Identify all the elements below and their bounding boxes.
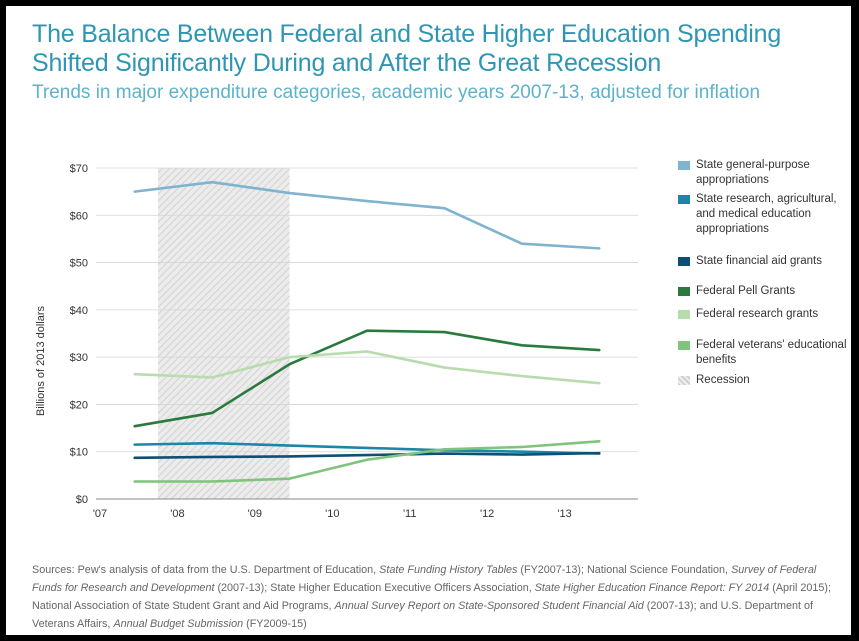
sources-text: Sources: Pew's analysis of data from the…: [32, 564, 380, 576]
legend-swatch: [678, 341, 690, 350]
y-axis-label: Billions of 2013 dollars: [35, 305, 47, 416]
sources-title: State Funding History Tables: [379, 564, 518, 576]
legend-label: State financial aid grants: [696, 255, 822, 267]
sources-text: (2007-13); and U.S. Department of Vetera…: [32, 600, 814, 630]
sources-text: (April 2015); National Association of St…: [32, 582, 832, 612]
legend-swatch: [678, 195, 690, 204]
line-chart: $0 $10 $20 $30 $40 $50 $60 $70 '07 '08 '09 '10 '11 '…: [35, 163, 638, 520]
chart-subtitle: Trends in major expenditure categories, …: [32, 82, 761, 103]
legend-label: Recession: [696, 374, 750, 386]
recession-band: [157, 168, 290, 499]
x-tick-label: '10: [325, 508, 339, 520]
legend-swatch: [678, 161, 690, 170]
y-tick-label: $10: [70, 447, 88, 459]
series-line-6: [133, 440, 601, 483]
x-tick-label: '08: [170, 508, 184, 520]
chart-title: The Balance Between Federal and State Hi…: [32, 20, 782, 77]
series-line-3: [133, 451, 601, 460]
sources-title: Survey of Federal Funds for Research and…: [32, 564, 817, 594]
legend-label: State general-purpose appropriations: [696, 159, 810, 186]
series-line-2: [133, 441, 601, 455]
series-line-1: [133, 180, 601, 250]
y-tick-label: $0: [76, 494, 88, 506]
series-line-4: [133, 329, 601, 428]
y-tick-label: $40: [70, 305, 88, 317]
x-tick-label: '13: [557, 508, 571, 520]
sources-title: State Higher Education Finance Report: F…: [534, 582, 770, 594]
y-tick-label: $30: [70, 352, 88, 364]
legend-label: Federal Pell Grants: [696, 285, 796, 297]
sources-title: Annual Budget Submission: [113, 618, 244, 630]
x-tick-label: '09: [248, 508, 262, 520]
legend-swatch: [678, 287, 690, 296]
y-tick-label: $70: [70, 163, 88, 175]
x-tick-label: '07: [93, 508, 107, 520]
x-tick-label: '11: [403, 508, 417, 520]
series-line-5: [133, 350, 601, 385]
legend-label: State research, agricultural, and medica…: [696, 193, 837, 235]
y-tick-label: $50: [70, 258, 88, 270]
sources-text: (FY2009-15): [243, 618, 307, 630]
sources-note: Sources: Pew's analysis of data from the…: [32, 561, 847, 633]
legend-label: Federal research grants: [696, 308, 819, 320]
legend-label: Federal veterans' educational benefits: [696, 339, 847, 366]
legend-swatch: [678, 257, 690, 266]
sources-text: (2007-13); State Higher Education Execut…: [214, 582, 535, 594]
legend-swatch: [678, 310, 690, 319]
sources-text: (FY2007-13); National Science Foundation…: [517, 564, 732, 576]
chart-card: The Balance Between Federal and State Hi…: [6, 6, 851, 635]
y-tick-label: $60: [70, 210, 88, 222]
x-tick-label: '12: [480, 508, 494, 520]
sources-title: Annual Survey Report on State-Sponsored …: [334, 600, 644, 612]
legend-swatch: [678, 376, 690, 385]
y-tick-label: $20: [70, 399, 88, 411]
